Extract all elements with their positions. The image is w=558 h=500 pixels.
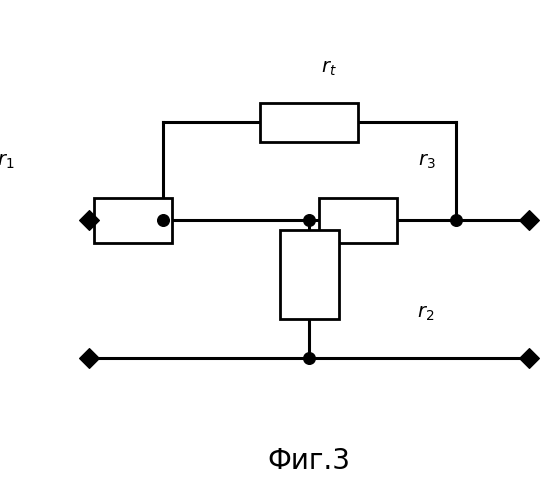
Point bbox=[85, 354, 94, 362]
Point bbox=[85, 216, 94, 224]
Bar bbox=[261, 102, 358, 142]
Text: $r_t$: $r_t$ bbox=[321, 59, 336, 78]
Text: $r_2$: $r_2$ bbox=[417, 304, 434, 324]
Text: $r_1$: $r_1$ bbox=[0, 152, 15, 172]
Bar bbox=[280, 230, 339, 319]
Point bbox=[158, 216, 167, 224]
Point bbox=[451, 216, 460, 224]
Text: $r_3$: $r_3$ bbox=[418, 152, 435, 172]
Point bbox=[305, 216, 314, 224]
Point bbox=[525, 354, 534, 362]
Bar bbox=[319, 198, 397, 242]
Text: Фиг.3: Фиг.3 bbox=[268, 448, 351, 475]
Bar bbox=[94, 198, 172, 242]
Point bbox=[305, 354, 314, 362]
Point bbox=[525, 216, 534, 224]
